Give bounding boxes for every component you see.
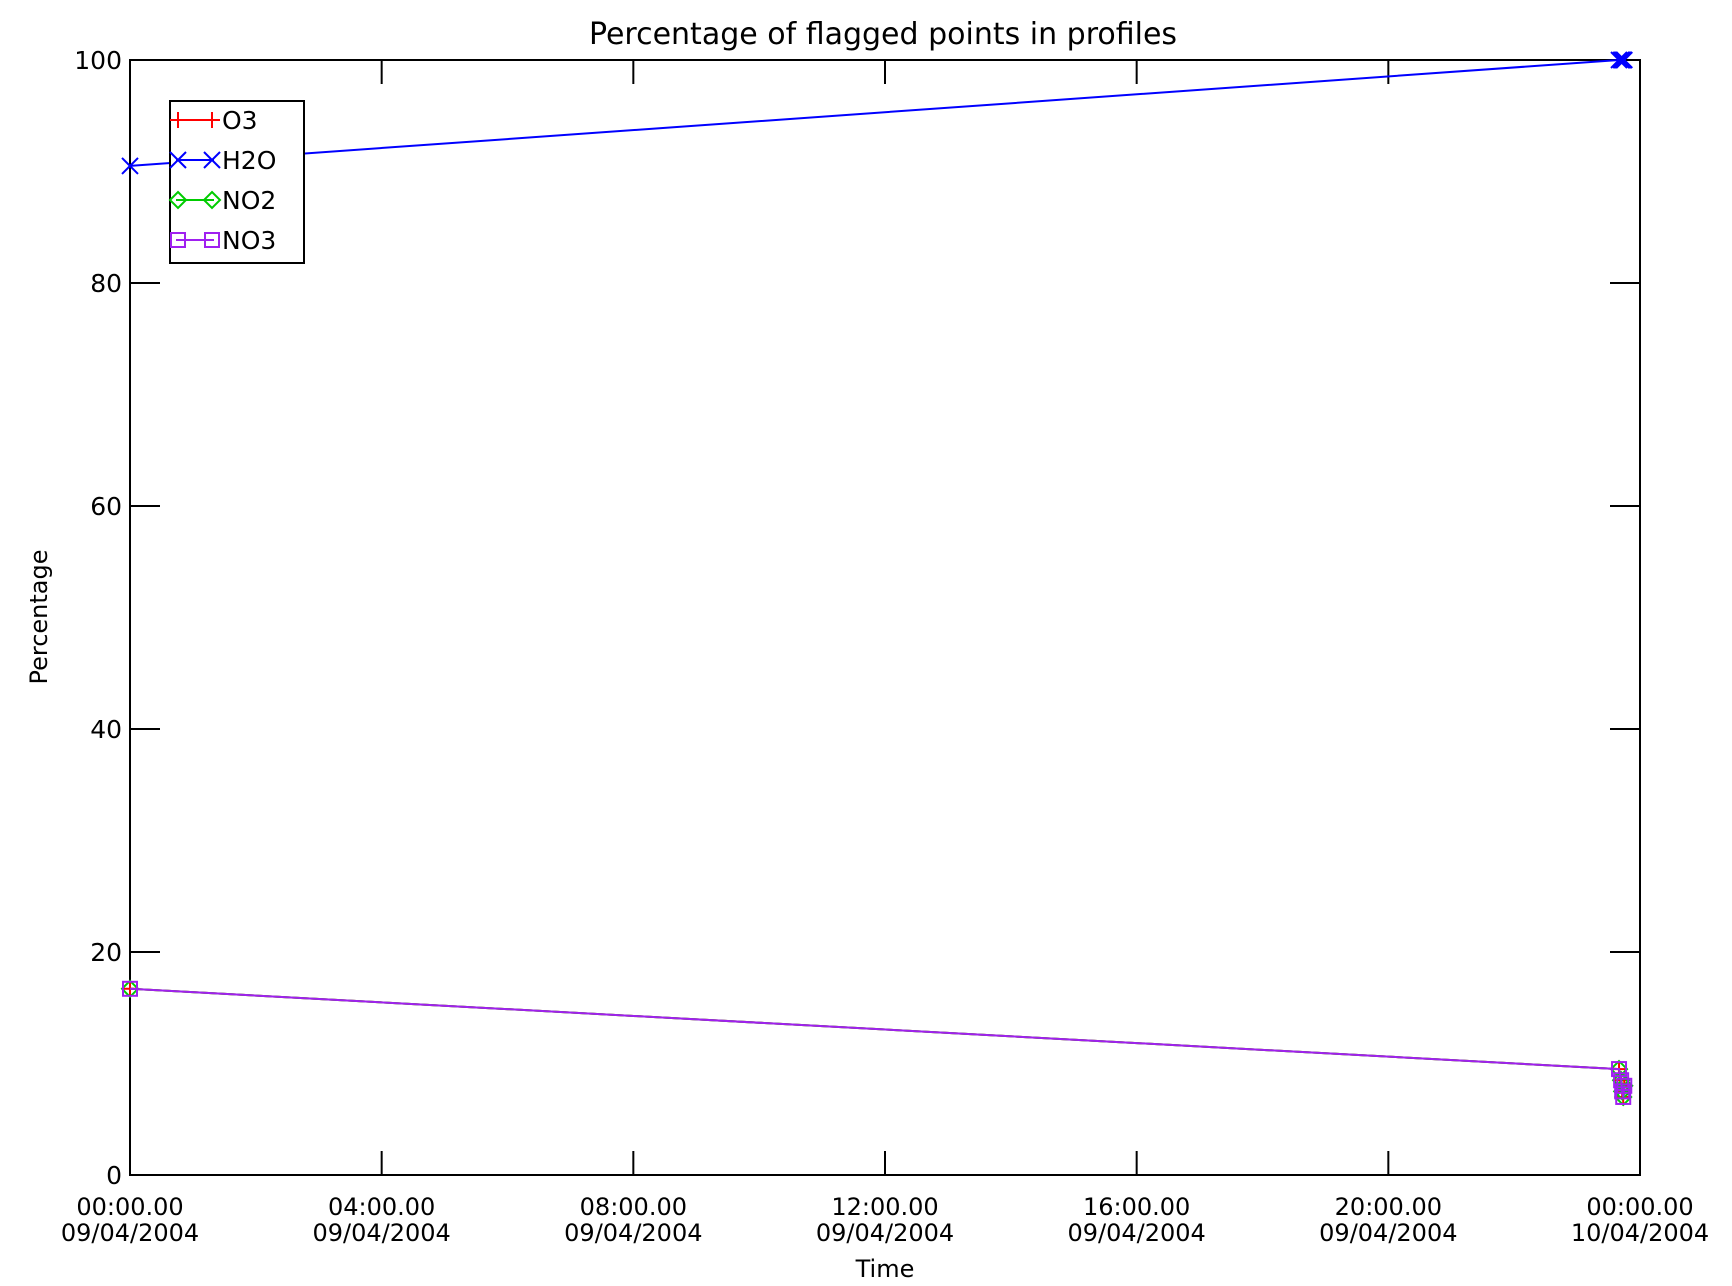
x-tick-label-date: 09/04/2004: [61, 1219, 199, 1247]
series-layer: [120, 51, 1634, 1107]
x-tick-label-time: 20:00.00: [1335, 1193, 1442, 1221]
y-tick-label: 100: [74, 46, 122, 75]
marker-x: [121, 157, 139, 175]
marker-square: [1614, 1083, 1631, 1100]
series-H2O: [121, 51, 1633, 175]
y-axis-label: Percentage: [25, 549, 53, 684]
series-NO2: [120, 979, 1634, 1107]
legend-label: NO3: [222, 226, 276, 255]
marker-square: [122, 980, 138, 997]
legend-item-H2O: H2O: [169, 146, 276, 175]
x-tick-label-date: 09/04/2004: [1068, 1219, 1206, 1247]
marker-x: [1615, 51, 1633, 69]
marker-square: [1616, 1077, 1633, 1094]
legend-label: H2O: [222, 146, 276, 175]
marker-x: [1610, 51, 1628, 69]
x-tick-label-date: 09/04/2004: [816, 1219, 954, 1247]
marker-square: [1613, 1072, 1630, 1089]
x-tick-label-date: 09/04/2004: [564, 1219, 702, 1247]
marker-diamond: [202, 190, 222, 210]
marker-plus: [170, 112, 186, 128]
marker-x: [203, 151, 221, 169]
marker-diamond: [168, 190, 188, 210]
series-NO3: [122, 980, 1633, 1105]
x-axis: 00:00.0009/04/200404:00.0009/04/200408:0…: [61, 60, 1709, 1247]
marker-plus: [204, 112, 220, 128]
marker-square: [170, 232, 186, 248]
x-tick-label-time: 00:00.00: [1586, 1193, 1693, 1221]
series-O3: [122, 980, 1633, 1105]
marker-square: [1611, 1061, 1628, 1078]
legend-item-O3: O3: [170, 106, 258, 135]
y-tick-label: 60: [90, 492, 122, 521]
x-tick-label-time: 04:00.00: [328, 1193, 435, 1221]
chart-title: Percentage of flagged points in profiles: [589, 17, 1177, 52]
series-line: [129, 987, 1626, 1098]
y-axis: 0 20 40 60 80 100: [74, 46, 1640, 1190]
series-line: [129, 987, 1626, 1098]
x-tick-label-time: 12:00.00: [831, 1193, 938, 1221]
x-tick-label-time: 08:00.00: [580, 1193, 687, 1221]
marker-square: [204, 232, 220, 248]
legend-box: [169, 100, 305, 264]
x-tick-label-date: 09/04/2004: [313, 1219, 451, 1247]
y-tick-label: 20: [90, 938, 122, 967]
x-tick-label-date: 10/04/2004: [1571, 1219, 1709, 1247]
plot-frame: [129, 59, 1641, 1176]
marker-square: [1615, 1088, 1632, 1105]
series-line: [129, 987, 1626, 1098]
legend-label: NO2: [222, 186, 276, 215]
legend-item-NO2: NO2: [168, 186, 276, 215]
series-line: [129, 59, 1625, 167]
x-axis-label: Time: [855, 1255, 915, 1281]
x-tick-label-time: 16:00.00: [1083, 1193, 1190, 1221]
y-tick-label: 80: [90, 269, 122, 298]
legend: O3 H2O NO2 NO3: [168, 100, 305, 264]
marker-x: [169, 151, 187, 169]
y-tick-label: 40: [90, 715, 122, 744]
legend-label: O3: [222, 106, 258, 135]
x-tick-label-time: 00:00.00: [76, 1193, 183, 1221]
legend-item-NO3: NO3: [170, 226, 276, 255]
x-tick-label-date: 09/04/2004: [1319, 1219, 1457, 1247]
y-tick-label: 0: [106, 1161, 122, 1190]
